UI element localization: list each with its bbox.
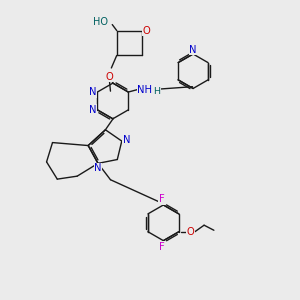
Text: F: F xyxy=(159,194,165,204)
Text: N: N xyxy=(189,44,197,55)
Text: O: O xyxy=(105,72,113,82)
Text: HO: HO xyxy=(93,17,108,27)
Text: NH: NH xyxy=(137,85,152,95)
Text: F: F xyxy=(159,242,165,252)
Text: O: O xyxy=(187,227,195,237)
Text: O: O xyxy=(142,26,150,35)
Text: N: N xyxy=(89,105,96,115)
Text: H: H xyxy=(154,87,160,96)
Text: N: N xyxy=(94,164,102,173)
Text: N: N xyxy=(89,87,96,97)
Text: N: N xyxy=(123,135,130,145)
